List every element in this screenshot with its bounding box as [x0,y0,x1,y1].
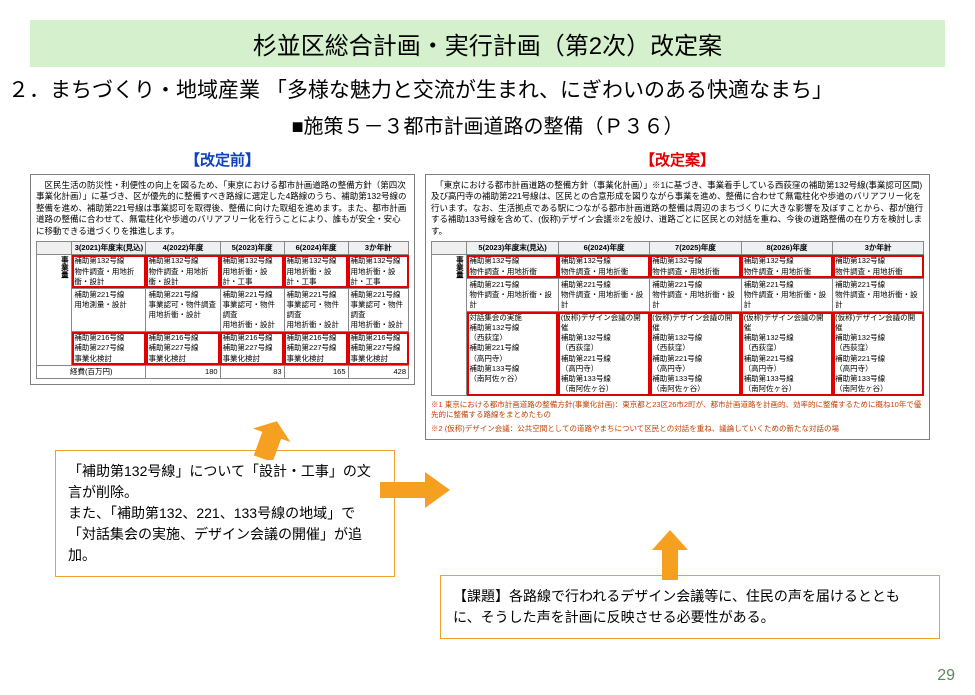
after-intro: 「東京における都市計画道路の整備方針（事業化計画）」※1に基づき、事業着手してい… [431,180,924,237]
cell: (仮称)デザイン会議の開催 補助第132号線 （西荻窪） 補助第221号線 （高… [558,312,649,396]
table-row: 補助第221号線 用地測量・設計 補助第221号線 事業認可・物件調査 用地折衝… [37,288,409,332]
col-header: 5(2023)年度末(見込) [467,242,558,255]
cell: 補助第216号線 補助第227号線 事業化検討 [220,332,284,365]
table-row: 対話集会の実施 補助第132号線 （西荻窪） 補助第221号線 （高円寺） 補助… [432,312,924,396]
cell: 補助第132号線 物件調査・用地折衝 [558,255,649,278]
cell: 補助第221号線 物件調査・用地折衝・設計 [741,278,832,311]
cell: 補助第132号線 物件調査・用地折衝 [833,255,924,278]
cell: 補助第216号線 補助第227号線 事業化検討 [348,332,408,365]
section-heading: ■施策５－３都市計画道路の整備（Ｐ３６） [0,106,975,143]
cost-row: 経費(百万円) 180 83 165 428 [37,365,409,378]
cell: 補助第221号線 物件調査・用地折衝・設計 [650,278,741,311]
cell: 補助第132号線 物件調査・用地折衝 [741,255,832,278]
cell: 補助第221号線 事業認可・物件調査 用地折衝・設計 [284,288,348,332]
col-header: 7(2025)年度 [650,242,741,255]
before-panel: 区民生活の防災性・利便性の向上を図るため、「東京における都市計画道路の整備方針（… [30,174,415,385]
cell: 補助第132号線 用地折衝・設計・工事 [348,255,408,288]
table-row: 事業量 補助第132号線 物件調査・用地折衝・設計 補助第132号線 物件調査・… [37,255,409,288]
cell: 補助第132号線 用地折衝・設計・工事 [284,255,348,288]
col-header: 4(2022)年度 [146,242,220,255]
cell: 補助第221号線 物件調査・用地折衝・設計 [833,278,924,311]
page-title: 杉並区総合計画・実行計画（第2次）改定案 [30,20,945,67]
col-header: 3か年計 [348,242,408,255]
cell: 補助第216号線 補助第227号線 事業化検討 [146,332,220,365]
cell: 補助第221号線 事業認可・物件調査 用地折衝・設計 [348,288,408,332]
col-header: 3(2021)年度末(見込) [72,242,146,255]
table-row: 補助第221号線 物件調査・用地折衝・設計 補助第221号線 物件調査・用地折衝… [432,278,924,311]
after-column: 【改定案】 「東京における都市計画道路の整備方針（事業化計画）」※1に基づき、事… [425,149,930,440]
table-header-row: 5(2023)年度末(見込) 6(2024)年度 7(2025)年度 8(202… [432,242,924,255]
cell: 補助第221号線 物件調査・用地折衝・設計 [467,278,558,311]
cell: 補助第132号線 物件調査・用地折衝 [467,255,558,278]
cell: 補助第216号線 補助第227号線 事業化検討 [284,332,348,365]
row-group-label: 事業量 [37,255,72,365]
table-row: 補助第216号線 補助第227号線 事業化検討 補助第216号線 補助第227号… [37,332,409,365]
table-row: 事業量 補助第132号線 物件調査・用地折衝 補助第132号線 物件調査・用地折… [432,255,924,278]
cell: 補助第221号線 事業認可・物件調査 用地折衝・設計 [146,288,220,332]
cost-label: 経費(百万円) [37,365,146,378]
cell: 補助第132号線 物件調査・用地折衝・設計 [146,255,220,288]
page-number: 29 [937,667,955,685]
cell: 対話集会の実施 補助第132号線 （西荻窪） 補助第221号線 （高円寺） 補助… [467,312,558,396]
col-header: 6(2024)年度 [284,242,348,255]
after-panel: 「東京における都市計画道路の整備方針（事業化計画）」※1に基づき、事業着手してい… [425,174,930,440]
col-header: 6(2024)年度 [558,242,649,255]
before-intro: 区民生活の防災性・利便性の向上を図るため、「東京における都市計画道路の整備方針（… [36,180,409,237]
change-note-box: 「補助第132号線」について「設計・工事」の文言が削除。 また、「補助第132、… [55,450,395,577]
cell: 補助第221号線 事業認可・物件調査 用地折衝・設計 [220,288,284,332]
cell: (仮称)デザイン会議の開催 補助第132号線 （西荻窪） 補助第221号線 （高… [650,312,741,396]
cell: 補助第216号線 補助第227号線 事業化検討 [72,332,146,365]
before-table: 3(2021)年度末(見込) 4(2022)年度 5(2023)年度 6(202… [36,241,409,379]
cell: 補助第132号線 用地折衝・設計・工事 [220,255,284,288]
row-group-label: 事業量 [432,255,467,396]
arrow-up-icon [650,530,690,580]
issue-note-box: 【課題】各路線で行われるデザイン会議等に、住民の声を届けるとともに、そうした声を… [440,575,940,639]
footnote: ※1 東京における都市計画道路の整備方針(事業化計画)：東京都と23区26市2町… [431,400,924,420]
comparison-columns: 【改定前】 区民生活の防災性・利便性の向上を図るため、「東京における都市計画道路… [0,149,975,440]
cell: 180 [146,365,220,378]
before-column: 【改定前】 区民生活の防災性・利便性の向上を図るため、「東京における都市計画道路… [30,149,415,440]
cell: 83 [220,365,284,378]
cell: (仮称)デザイン会議の開催 補助第132号線 （西荻窪） 補助第221号線 （高… [833,312,924,396]
cell: 補助第221号線 用地測量・設計 [72,288,146,332]
col-header: 8(2026)年度 [741,242,832,255]
cell: 165 [284,365,348,378]
cell: 補助第221号線 物件調査・用地折衝・設計 [558,278,649,311]
cell: 補助第132号線 物件調査・用地折衝 [650,255,741,278]
after-table: 5(2023)年度末(見込) 6(2024)年度 7(2025)年度 8(202… [431,241,924,396]
cell: 補助第132号線 物件調査・用地折衝・設計 [72,255,146,288]
col-header: 5(2023)年度 [220,242,284,255]
cell: (仮称)デザイン会議の開催 補助第132号線 （西荻窪） 補助第221号線 （高… [741,312,832,396]
before-label: 【改定前】 [30,149,415,170]
col-header: 3か年計 [833,242,924,255]
page-subtitle: ２．まちづくり・地域産業 「多様な魅力と交流が生まれ、にぎわいのある快適なまち」 [0,72,975,106]
after-label: 【改定案】 [425,149,930,170]
cell: 428 [348,365,408,378]
table-header-row: 3(2021)年度末(見込) 4(2022)年度 5(2023)年度 6(202… [37,242,409,255]
footnote: ※2 (仮称)デザイン会議：公共空間としての道路やまちについて区民との対話を重ね… [431,424,924,434]
